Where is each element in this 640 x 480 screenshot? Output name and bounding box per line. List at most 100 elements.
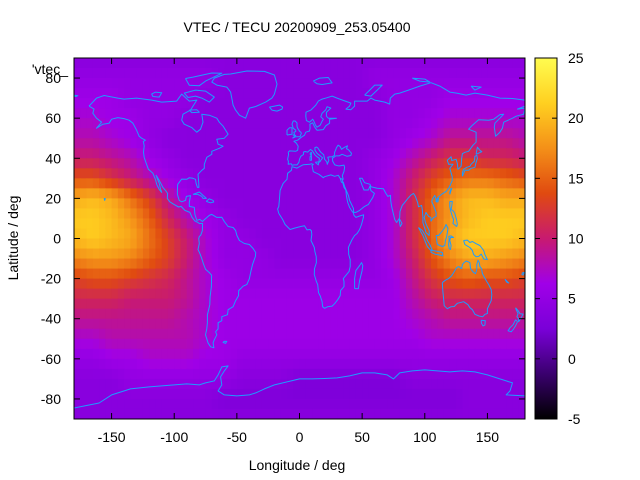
heatmap-cell — [330, 258, 338, 270]
heatmap-cell — [142, 368, 150, 380]
heatmap-cell — [280, 148, 288, 159]
heatmap-cell — [117, 98, 125, 109]
heatmap-cell — [456, 378, 463, 390]
heatmap-cell — [136, 138, 144, 149]
heatmap-cell — [180, 388, 188, 400]
heatmap-cell — [481, 408, 489, 419]
heatmap-cell — [149, 188, 157, 199]
heatmap-cell — [124, 228, 131, 240]
heatmap-cell — [274, 218, 282, 230]
heatmap-cell — [155, 158, 163, 169]
heatmap-cell — [468, 358, 476, 370]
heatmap-cell — [299, 78, 307, 89]
heatmap-cell — [111, 158, 119, 169]
heatmap-cell — [249, 98, 257, 109]
heatmap-cell — [149, 278, 157, 290]
heatmap-cell — [142, 68, 150, 79]
heatmap-cell — [149, 308, 157, 320]
heatmap-cell — [249, 178, 257, 189]
heatmap-cell — [305, 408, 313, 419]
heatmap-cell — [330, 128, 338, 139]
heatmap-cell — [305, 258, 313, 270]
heatmap-cell — [236, 158, 244, 169]
heatmap-cell — [80, 188, 88, 199]
heatmap-cell — [186, 238, 194, 250]
heatmap-cell — [124, 348, 131, 360]
heatmap-cell — [80, 68, 88, 79]
heatmap-cell — [136, 308, 144, 320]
heatmap-cell — [318, 288, 326, 300]
heatmap-cell — [74, 328, 81, 340]
heatmap-cell — [299, 88, 307, 99]
heatmap-cell — [380, 78, 388, 89]
heatmap-cell — [374, 278, 382, 290]
heatmap-cell — [274, 178, 282, 189]
heatmap-cell — [186, 278, 194, 290]
heatmap-cell — [512, 98, 520, 109]
heatmap-cell — [167, 78, 175, 89]
heatmap-cell — [274, 88, 282, 99]
heatmap-cell — [299, 228, 307, 240]
heatmap-cell — [312, 208, 319, 220]
heatmap-cell — [312, 128, 319, 139]
heatmap-cell — [449, 78, 457, 89]
heatmap-cell — [280, 348, 288, 360]
heatmap-cell — [205, 258, 213, 270]
heatmap-cell — [74, 278, 81, 290]
heatmap-cell — [405, 68, 413, 79]
heatmap-cell — [449, 68, 457, 79]
heatmap-cell — [149, 228, 157, 240]
heatmap-cell — [230, 408, 238, 419]
heatmap-cell — [243, 108, 250, 119]
coastline — [441, 259, 493, 318]
heatmap-cell — [130, 238, 138, 250]
heatmap-cell — [355, 108, 363, 119]
heatmap-cell — [405, 218, 413, 230]
heatmap-cell — [456, 298, 463, 310]
heatmap-cell — [355, 188, 363, 199]
heatmap-cell — [418, 198, 426, 210]
heatmap-cell — [174, 108, 182, 119]
heatmap-cell — [506, 258, 514, 270]
heatmap-cell — [243, 308, 250, 320]
heatmap-cell — [462, 238, 470, 250]
heatmap-cell — [111, 328, 119, 340]
heatmap-cell — [349, 308, 357, 320]
heatmap-cell — [456, 388, 463, 400]
heatmap-cell — [130, 98, 138, 109]
heatmap-cell — [268, 138, 276, 149]
heatmap-cell — [374, 288, 382, 300]
heatmap-cell — [186, 268, 194, 280]
heatmap-cell — [443, 68, 451, 79]
heatmap-cell — [424, 118, 432, 129]
heatmap-cell — [111, 268, 119, 280]
heatmap-cell — [387, 368, 395, 380]
heatmap-cell — [193, 58, 200, 69]
heatmap-cell — [167, 398, 175, 410]
heatmap-cell — [493, 108, 501, 119]
heatmap-cell — [180, 208, 188, 220]
heatmap-cell — [330, 208, 338, 220]
heatmap-cell — [412, 88, 420, 99]
heatmap-cell — [506, 268, 514, 280]
heatmap-cell — [243, 118, 250, 129]
heatmap-cell — [362, 338, 369, 350]
heatmap-cell — [261, 188, 269, 199]
heatmap-cell — [318, 78, 326, 89]
y-axis-label: Latitude / deg — [5, 196, 21, 281]
heatmap-cell — [249, 218, 257, 230]
coastline — [470, 85, 482, 91]
heatmap-cell — [431, 398, 438, 410]
heatmap-cell — [443, 368, 451, 380]
heatmap-cell — [487, 258, 495, 270]
heatmap-cell — [243, 328, 250, 340]
heatmap-cell — [130, 248, 138, 260]
heatmap-cell — [186, 398, 194, 410]
heatmap-cell — [274, 268, 282, 280]
heatmap-cell — [92, 348, 100, 360]
heatmap-cell — [437, 268, 445, 280]
heatmap-cell — [343, 128, 351, 139]
heatmap-cell — [462, 218, 470, 230]
heatmap-cell — [412, 98, 420, 109]
heatmap-cell — [374, 358, 382, 370]
